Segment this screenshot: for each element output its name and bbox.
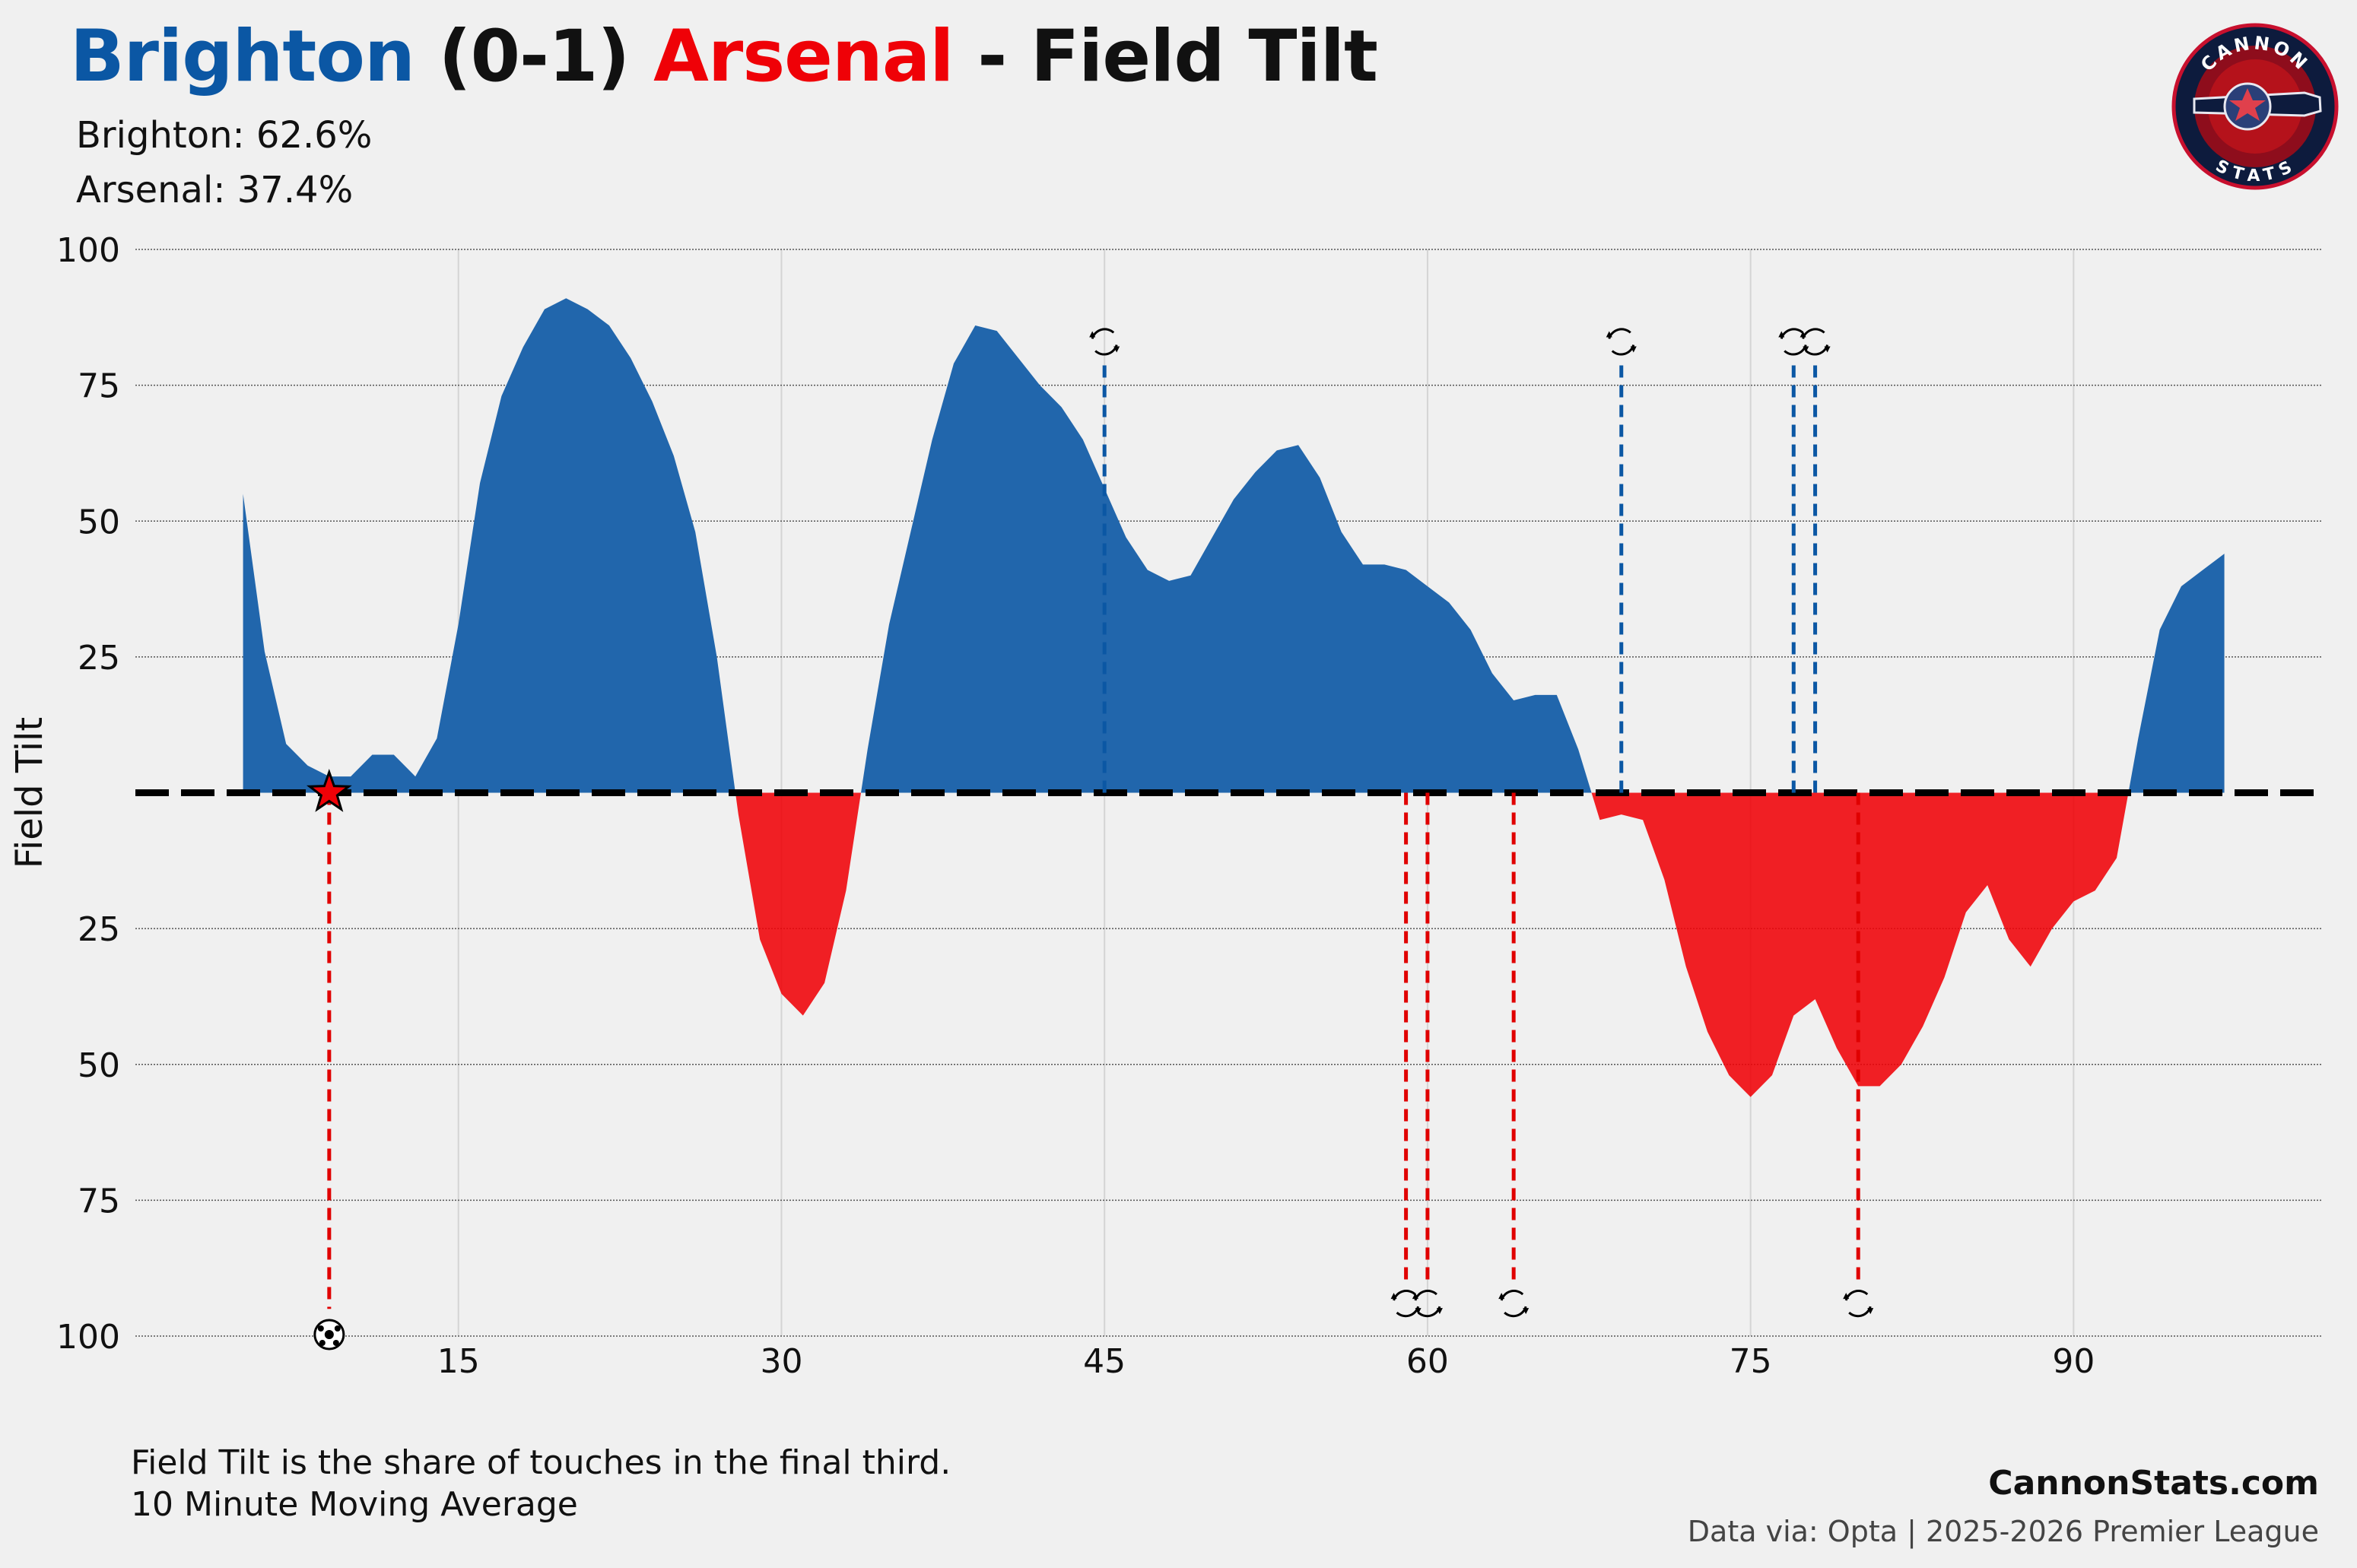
match-events xyxy=(306,328,1874,1351)
goal-ball-patch xyxy=(319,1340,326,1346)
sub-arrow-head xyxy=(1089,331,1096,338)
sub-arrow-head xyxy=(1800,331,1806,338)
sub-arrow-head xyxy=(1390,1293,1397,1300)
goal-ball-patch xyxy=(317,1325,324,1332)
goal-ball-patch xyxy=(324,1330,334,1339)
brighton-tilt-area xyxy=(243,298,2225,793)
y-axis-label: Field Tilt xyxy=(8,717,51,868)
y-tick-label: 75 xyxy=(78,1182,120,1220)
y-tick-label: 25 xyxy=(78,639,120,678)
title-away-team: Arsenal xyxy=(653,15,954,98)
substitution-icon xyxy=(1412,1290,1443,1318)
sub-arrow-head xyxy=(1824,346,1831,353)
footer-note-definition: Field Tilt is the share of touches in th… xyxy=(131,1443,951,1482)
title-suffix: - Field Tilt xyxy=(977,15,1378,98)
sub-arrow-arc xyxy=(1091,328,1115,339)
title-score: (0-1) xyxy=(438,15,631,98)
x-tick-label: 15 xyxy=(437,1342,480,1381)
sub-arrow-head xyxy=(1630,346,1637,353)
y-tick-label: 100 xyxy=(56,1318,120,1357)
chart-title: Brighton (0-1) Arsenal - Field Tilt xyxy=(70,15,1378,98)
sub-arrow-head xyxy=(1436,1308,1443,1315)
x-tick-label: 60 xyxy=(1406,1342,1449,1381)
substitution-icon xyxy=(1800,328,1831,356)
y-tick-label: 50 xyxy=(78,503,120,541)
substitution-icon xyxy=(1089,328,1120,356)
sub-arrow-arc xyxy=(1393,1290,1416,1301)
sub-arrow-arc xyxy=(1844,1290,1869,1301)
footer-source: Data via: Opta | 2025-2026 Premier Leagu… xyxy=(1687,1515,2319,1548)
sub-arrow-head xyxy=(1113,346,1120,353)
y-tick-label: 25 xyxy=(78,910,120,949)
substitution-icon xyxy=(1498,1290,1530,1318)
sub-arrow-arc xyxy=(1417,1306,1441,1318)
substitution-icon xyxy=(1843,1290,1874,1318)
sub-arrow-head xyxy=(1523,1308,1530,1315)
goal-ball-patch xyxy=(334,1325,341,1332)
tilt-areas xyxy=(135,298,2321,1097)
sub-arrow-head xyxy=(1606,331,1612,338)
substitution-icon xyxy=(1778,328,1809,356)
sub-arrow-arc xyxy=(1784,344,1807,356)
x-tick-label: 30 xyxy=(760,1342,802,1381)
sub-arrow-arc xyxy=(1780,328,1804,339)
goal-ball-patch xyxy=(332,1340,339,1346)
sub-arrow-arc xyxy=(1504,1306,1527,1318)
substitution-icon xyxy=(1390,1290,1422,1318)
substitution-icon xyxy=(1606,328,1637,356)
sub-arrow-arc xyxy=(1608,328,1631,339)
sub-arrow-head xyxy=(1843,1293,1850,1300)
footer-site: CannonStats.com xyxy=(1988,1464,2319,1503)
sub-arrow-arc xyxy=(1094,344,1118,356)
sub-arrow-head xyxy=(1803,346,1809,353)
sub-arrow-arc xyxy=(1500,1290,1524,1301)
x-tick-label: 90 xyxy=(2052,1342,2095,1381)
y-tick-label: 100 xyxy=(56,231,120,270)
sub-arrow-head xyxy=(1867,1308,1874,1315)
sub-arrow-head xyxy=(1498,1293,1505,1300)
sub-arrow-head xyxy=(1415,1308,1422,1315)
sub-arrow-head xyxy=(1778,331,1785,338)
goal-star-icon xyxy=(306,769,352,812)
cannonstats-logo: CANNON STATS xyxy=(2171,23,2339,190)
sub-arrow-head xyxy=(1412,1293,1418,1300)
home-field-tilt-stat: Brighton: 62.6% xyxy=(76,114,373,157)
axes: 100 75 50 25 25 50 75 100 15 30 45 60 75 90 Field Tilt xyxy=(8,231,2095,1381)
title-home-team: Brighton xyxy=(70,15,415,98)
x-tick-label: 45 xyxy=(1083,1342,1126,1381)
sub-arrow-arc xyxy=(1414,1290,1437,1301)
sub-arrow-arc xyxy=(1848,1306,1872,1318)
sub-arrow-arc xyxy=(1802,328,1825,339)
x-tick-label: 75 xyxy=(1730,1342,1772,1381)
arsenal-tilt-area xyxy=(243,792,2225,1097)
footer-note-moving-average: 10 Minute Moving Average xyxy=(131,1485,578,1524)
y-tick-label: 50 xyxy=(78,1046,120,1085)
y-tick-label: 75 xyxy=(78,367,120,406)
sub-arrow-arc xyxy=(1396,1306,1420,1318)
away-field-tilt-stat: Arsenal: 37.4% xyxy=(76,169,354,211)
sub-arrow-arc xyxy=(1805,344,1829,356)
sub-arrow-arc xyxy=(1611,344,1635,356)
